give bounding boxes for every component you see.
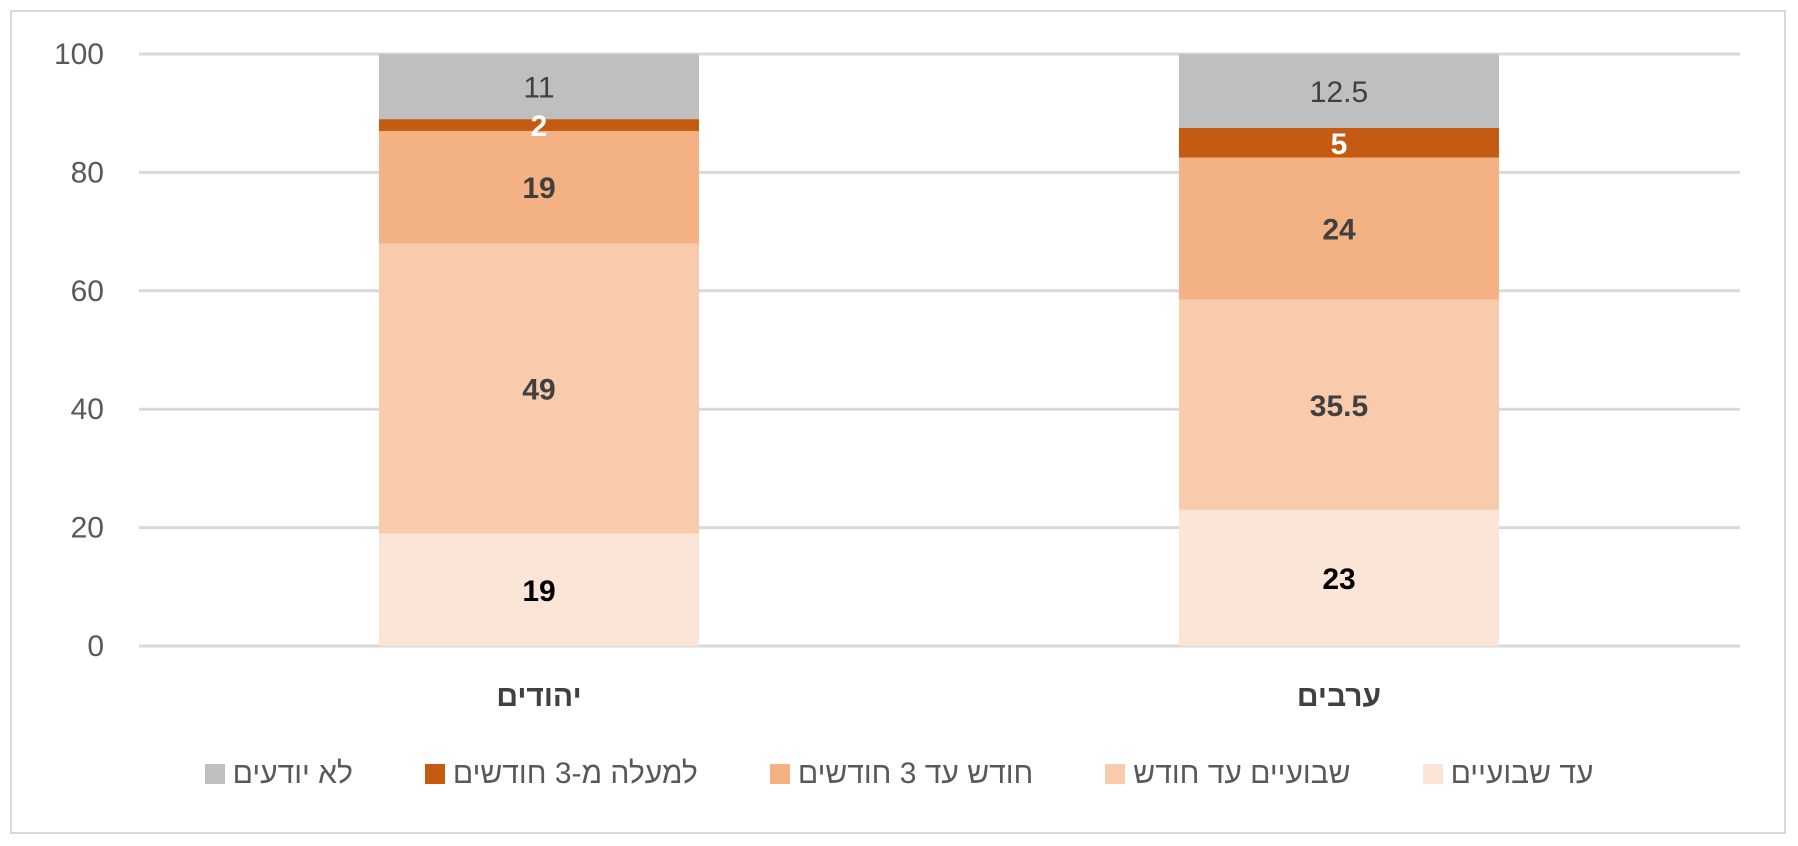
bars — [379, 54, 1499, 646]
y-tick-label-0: 0 — [87, 630, 104, 663]
y-tick-label-40: 40 — [71, 393, 104, 426]
y-tick-label-20: 20 — [71, 512, 104, 545]
data-label-1-4: 2 — [531, 110, 548, 143]
y-tick-label-80: 80 — [71, 156, 104, 189]
y-tick-label-100: 100 — [54, 38, 104, 71]
x-axis-category-labels: יהודים ערבים — [496, 680, 1381, 713]
legend-item-2: שבועיים עד חודש — [1105, 757, 1351, 791]
bar-segment-1-2 — [379, 243, 699, 534]
legend-swatch-4 — [424, 764, 445, 784]
legend-label-3: חודש עד 3 חודשים — [797, 757, 1034, 790]
bar-segment-1-5 — [379, 54, 699, 120]
x-category-label-1: יהודים — [496, 680, 581, 713]
bar-segment-1-3 — [379, 130, 699, 244]
legend-item-4: למעלה מ-3 חודשים — [424, 757, 698, 791]
bar-segment-2-5 — [1179, 54, 1499, 128]
data-label-1-3: 19 — [522, 172, 555, 205]
data-label-2-2: 35.5 — [1310, 390, 1368, 423]
bar-segment-2-1 — [1179, 509, 1499, 646]
legend: עד שבועיים שבועיים עד חודש חודש עד 3 חודשי… — [0, 752, 1798, 796]
legend-item-5: לא יודעים — [204, 757, 353, 791]
legend-item-1: עד שבועיים — [1422, 757, 1594, 791]
bar-segment-2-3 — [1179, 157, 1499, 300]
bar-segment-2-2 — [1179, 299, 1499, 510]
legend-item-3: חודש עד 3 חודשים — [769, 757, 1034, 791]
legend-swatch-5 — [204, 764, 225, 784]
legend-swatch-1 — [1422, 764, 1443, 784]
data-label-1-5: 11 — [523, 72, 554, 105]
data-label-2-1: 23 — [1322, 563, 1355, 596]
data-labels: 19 49 19 2 11 23 35.5 24 5 12.5 — [522, 72, 1368, 608]
legend-label-1: עד שבועיים — [1450, 757, 1594, 790]
y-tick-label-60: 60 — [71, 275, 104, 308]
y-axis-tick-labels: 0 20 40 60 80 100 — [54, 38, 104, 663]
legend-label-2: שבועיים עד חודש — [1133, 757, 1351, 790]
data-label-2-5: 12.5 — [1310, 76, 1368, 109]
bar-segment-1-4 — [379, 119, 699, 131]
data-label-1-2: 49 — [522, 373, 555, 406]
legend-label-4: למעלה מ-3 חודשים — [452, 757, 698, 790]
bar-segment-2-4 — [1179, 128, 1499, 158]
legend-swatch-3 — [769, 764, 790, 784]
data-label-1-1: 19 — [522, 575, 555, 608]
data-label-2-4: 5 — [1331, 128, 1348, 161]
legend-swatch-2 — [1105, 764, 1126, 784]
legend-label-5: לא יודעים — [232, 757, 353, 790]
data-label-2-3: 24 — [1322, 214, 1356, 247]
bar-segment-1-1 — [379, 533, 699, 646]
x-category-label-2: ערבים — [1297, 680, 1381, 713]
